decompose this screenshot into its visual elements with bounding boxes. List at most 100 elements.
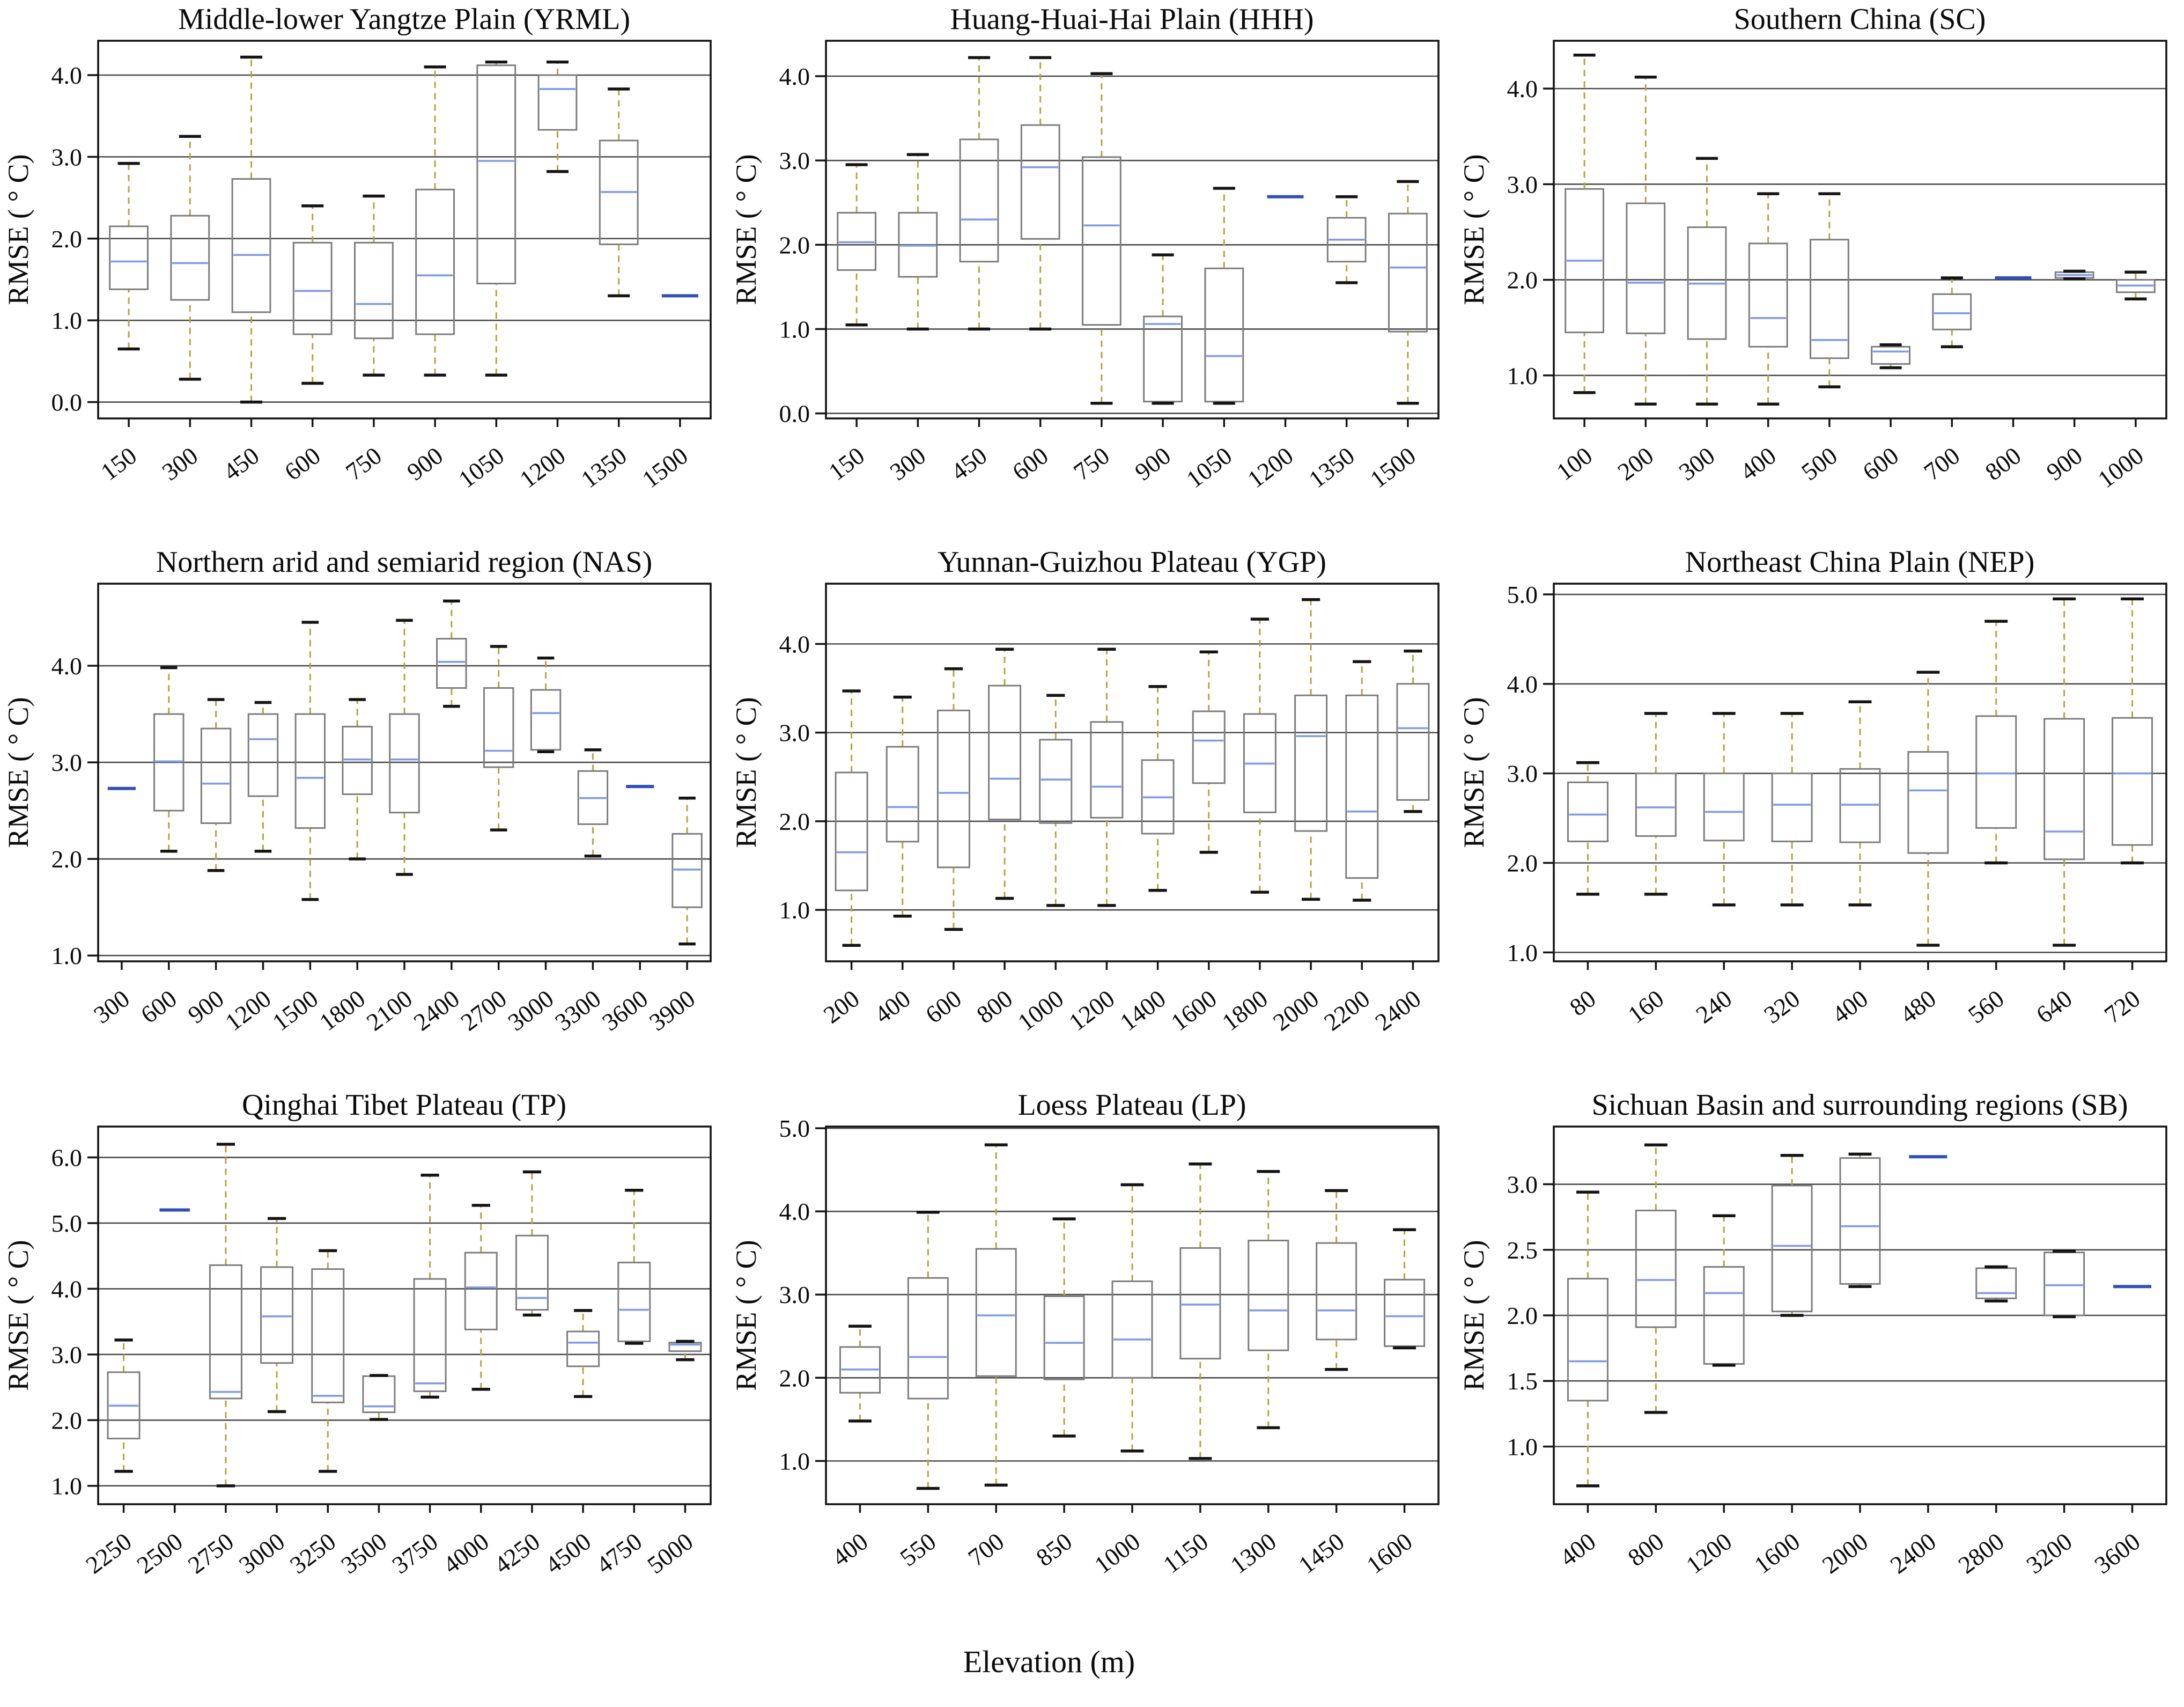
plot-border [97,40,712,420]
box [2115,279,2156,293]
y-tick-label: 1.0 [779,896,810,924]
x-tick-label: 2250 [80,1527,136,1579]
box [530,689,562,751]
box [1384,1278,1426,1347]
x-tick-label: 1500 [637,442,693,493]
boxplot-canvas-sb: 1.0 1.5 2.0 2.5 3.0 400 800 1200 1600 2000 2400 280… [1458,1125,2167,1579]
y-tick-label: 1.0 [51,1473,83,1500]
x-tick-label: 1200 [1242,442,1298,493]
box [936,709,970,869]
x-tick-label: 600 [1007,442,1053,485]
x-tick-label: 3000 [503,984,558,1036]
x-tick-label: 2400 [409,984,464,1036]
box [1626,202,1666,334]
x-tick-label: 2000 [1817,1527,1873,1579]
y-tick-label: 2.0 [1507,267,1538,294]
box [1345,694,1379,879]
box [837,212,877,271]
y-tick-label: 4.0 [779,630,810,658]
box [436,638,467,689]
box [353,241,394,340]
box [1687,226,1727,340]
panel-nep: Northeast China Plain (NEP) 1.0 2.0 3.0 4.0… [1456,543,2183,1086]
y-axis-label: RMSE ( ° C) [730,1240,762,1390]
panel-title: Yunnan-Guizhou Plateau (YGP) [938,546,1326,579]
box [415,188,455,335]
x-tick-label: 1050 [453,442,509,493]
box [109,225,149,290]
x-tick-label: 5000 [642,1527,698,1579]
y-tick-label: 4.0 [51,652,83,680]
box [294,713,326,829]
x-tick-label: 1200 [1064,984,1119,1036]
box [898,212,938,278]
box [1567,781,1609,842]
box [342,725,373,796]
panel-title: Huang-Huai-Hai Plain (HHH) [950,3,1314,36]
y-axis-label: RMSE ( ° C) [2,154,34,305]
y-tick-label: 5.0 [51,1210,83,1237]
box [107,1371,141,1440]
box [672,833,703,908]
x-tick-label: 2750 [183,1527,239,1579]
x-tick-label: 1300 [1226,1527,1281,1579]
panel-hhh: Huang-Huai-Hai Plain (HHH) 0.0 1.0 2.0 3.0 4… [728,0,1456,543]
x-tick-label: 480 [1895,984,1941,1028]
x-tick-label: 300 [885,442,931,485]
y-axis-label: RMSE ( ° C) [1458,154,1490,305]
x-tick-label: 150 [823,442,869,485]
box [1932,293,1972,330]
x-tick-label: 1350 [576,442,632,493]
x-tick-label: 720 [2099,984,2145,1028]
y-tick-label: 1.0 [779,1447,810,1475]
box [975,1248,1017,1377]
y-tick-label: 2.0 [779,808,810,835]
box [1388,212,1428,333]
x-tick-label: 750 [1068,442,1115,485]
box [1294,694,1328,832]
box [2043,718,2085,860]
x-tick-label: 3000 [234,1527,290,1579]
y-tick-label: 1.0 [1507,362,1538,389]
x-tick-label: 4000 [438,1527,494,1579]
x-tick-label: 4750 [591,1527,647,1579]
x-tick-label: 1450 [1294,1527,1349,1579]
y-tick-label: 2.0 [779,1364,810,1392]
x-tick-label: 1200 [514,442,570,493]
y-axis-label: RMSE ( ° C) [730,154,762,305]
y-tick-label: 2.0 [1507,849,1538,877]
plot-border [1553,583,2167,962]
y-tick-label: 3.0 [51,1341,83,1368]
box [1090,721,1124,819]
y-tick-label: 2.0 [51,225,83,253]
x-tick-label: 600 [136,984,182,1028]
boxplot-canvas-nep: 1.0 2.0 3.0 4.0 5.0 80 160 240 320 400 480 560 640 72… [1458,581,2167,1029]
box [464,1252,498,1330]
y-tick-label: 1.0 [51,307,83,334]
x-tick-label: 850 [1031,1527,1077,1571]
x-tick-label: 2800 [1953,1527,2009,1579]
box [1081,156,1121,326]
box [1396,683,1430,801]
x-tick-label: 320 [1759,984,1805,1028]
y-tick-label: 0.0 [779,400,810,428]
x-tick-label: 2100 [361,984,417,1036]
box [1204,267,1244,403]
box [1326,217,1367,263]
box [1141,759,1175,835]
x-tick-label: 900 [402,442,448,485]
x-tick-label: 300 [157,442,203,485]
x-tick-label: 450 [218,442,264,485]
box [1839,768,1881,843]
y-tick-label: 1.0 [1507,1433,1538,1460]
plot-border [97,583,712,962]
box [617,1261,651,1342]
box [413,1278,447,1392]
plot-border [1553,1125,2167,1505]
boxplot-canvas-yrml: 0.0 1.0 2.0 3.0 4.0 150 300 450 600 750 900 1050 120… [2,40,712,493]
box [1635,772,1677,837]
x-tick-label: 3750 [387,1527,442,1579]
x-tick-label: 700 [1919,442,1965,485]
y-tick-label: 3.0 [779,719,810,747]
